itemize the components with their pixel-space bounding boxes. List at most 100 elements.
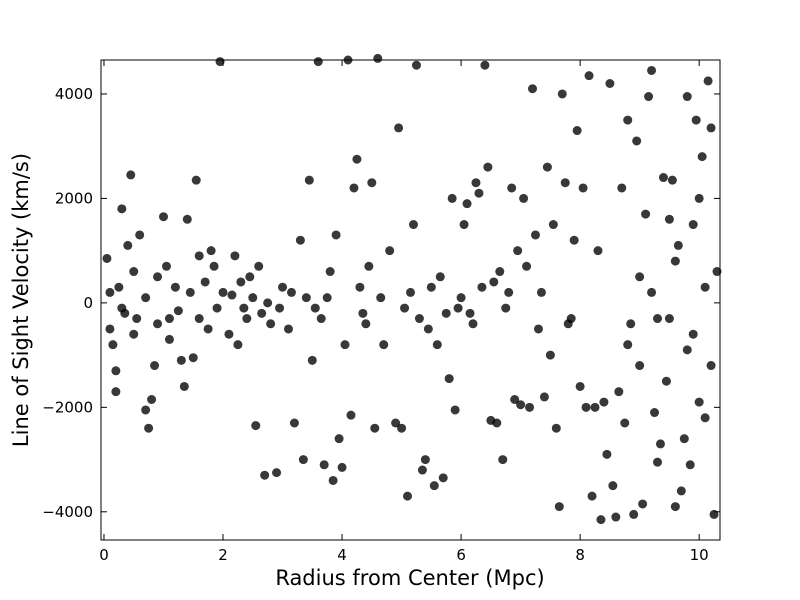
point <box>653 314 663 324</box>
point <box>450 405 460 415</box>
point <box>700 282 710 292</box>
point <box>212 303 222 313</box>
point <box>638 499 648 509</box>
point <box>676 486 686 496</box>
point <box>522 261 532 271</box>
point <box>477 282 487 292</box>
point <box>694 397 704 407</box>
point <box>158 212 168 222</box>
point <box>700 413 710 423</box>
point <box>709 509 719 519</box>
point <box>670 502 680 512</box>
point <box>153 319 163 329</box>
point <box>150 361 160 371</box>
point <box>295 235 305 245</box>
point <box>438 473 448 483</box>
point <box>132 314 142 324</box>
point <box>673 240 683 250</box>
point <box>251 421 261 431</box>
point <box>444 374 454 384</box>
point <box>495 267 505 277</box>
point <box>298 455 308 465</box>
point <box>364 261 374 271</box>
point <box>135 230 145 240</box>
point <box>596 515 606 525</box>
point <box>391 418 401 428</box>
point <box>617 183 627 193</box>
point <box>304 175 314 185</box>
point <box>117 303 127 313</box>
point <box>105 287 115 297</box>
point <box>632 136 642 146</box>
point <box>301 293 311 303</box>
point <box>170 282 180 292</box>
point <box>670 256 680 266</box>
point <box>108 340 118 350</box>
point <box>254 261 264 271</box>
point <box>679 434 689 444</box>
point <box>545 350 555 360</box>
point <box>569 235 579 245</box>
point <box>102 253 112 263</box>
point <box>191 175 201 185</box>
point <box>376 293 386 303</box>
point <box>230 251 240 261</box>
point <box>647 287 657 297</box>
point <box>578 183 588 193</box>
point <box>688 220 698 230</box>
point <box>141 293 151 303</box>
point <box>266 319 276 329</box>
point <box>373 53 383 63</box>
point <box>480 60 490 70</box>
point <box>658 173 668 183</box>
point <box>667 175 677 185</box>
point <box>664 314 674 324</box>
point <box>703 76 713 86</box>
point <box>691 115 701 125</box>
point <box>694 193 704 203</box>
point <box>557 89 567 99</box>
x-tick-label: 6 <box>456 546 466 564</box>
point <box>420 455 430 465</box>
point <box>456 293 466 303</box>
point <box>525 402 535 412</box>
point <box>325 267 335 277</box>
point <box>429 481 439 491</box>
point <box>361 319 371 329</box>
point <box>227 290 237 300</box>
point <box>581 402 591 412</box>
point <box>385 246 395 256</box>
point <box>355 282 365 292</box>
point <box>468 319 478 329</box>
plot-area <box>101 60 720 540</box>
point <box>501 303 511 313</box>
point <box>289 418 299 428</box>
point <box>539 392 549 402</box>
point <box>313 57 323 67</box>
point <box>682 345 692 355</box>
point <box>426 282 436 292</box>
point <box>275 303 285 313</box>
point <box>441 308 451 318</box>
point <box>242 314 252 324</box>
point <box>593 246 603 256</box>
x-axis-label: Radius from Center (Mpc) <box>275 566 544 590</box>
point <box>328 475 338 485</box>
x-tick-label: 4 <box>337 546 347 564</box>
point <box>224 329 234 339</box>
point <box>513 246 523 256</box>
point <box>209 261 219 271</box>
point <box>554 502 564 512</box>
point <box>453 303 463 313</box>
point <box>164 314 174 324</box>
point <box>263 298 273 308</box>
y-axis-label: Line of Sight Velocity (km/s) <box>9 153 33 447</box>
point <box>697 152 707 162</box>
point <box>358 308 368 318</box>
point <box>644 92 654 102</box>
point <box>245 272 255 282</box>
x-tick-label: 2 <box>218 546 228 564</box>
point <box>310 303 320 313</box>
